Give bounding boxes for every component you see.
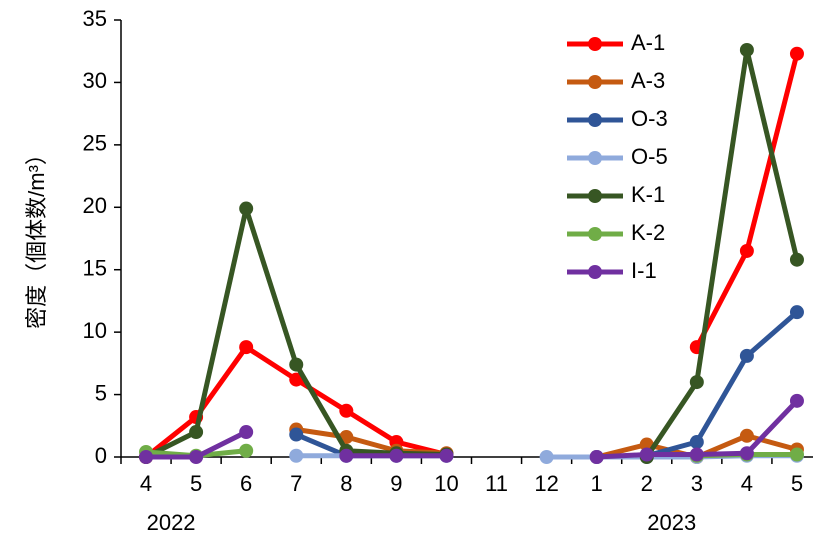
data-point: [739, 348, 754, 363]
data-point: [339, 448, 354, 463]
x-tick-label: 9: [390, 471, 402, 496]
data-point: [639, 447, 654, 462]
legend-item: A-1: [567, 30, 665, 55]
data-point: [239, 425, 254, 440]
data-point: [289, 357, 304, 372]
legend-item: O-5: [567, 144, 668, 169]
legend-swatch-marker: [588, 113, 602, 127]
x-tick-label: 6: [240, 471, 252, 496]
x-tick-label: 12: [534, 471, 558, 496]
data-point: [789, 393, 804, 408]
data-point: [539, 450, 554, 464]
data-point: [689, 435, 704, 450]
series-A-1: [139, 46, 804, 464]
y-tick-label: 35: [83, 6, 107, 31]
data-point: [689, 375, 704, 390]
data-point: [789, 46, 804, 61]
x-tick-label: 2: [641, 471, 653, 496]
legend-swatch-marker: [588, 37, 602, 51]
data-point: [239, 443, 254, 458]
legend-swatch-marker: [588, 75, 602, 89]
data-point: [789, 252, 804, 267]
legend-label: I-1: [631, 258, 657, 283]
data-point: [289, 448, 304, 463]
x-tick-label: 5: [791, 471, 803, 496]
y-tick-label: 10: [83, 318, 107, 343]
legend-item: I-1: [567, 258, 657, 283]
legend-label: A-1: [631, 30, 665, 55]
data-point: [739, 42, 754, 57]
legend-label: O-3: [631, 106, 668, 131]
legend-swatch-marker: [588, 265, 602, 279]
data-point: [739, 428, 754, 443]
x-tick-label: 1: [591, 471, 603, 496]
data-point: [239, 201, 254, 216]
x-tick-label: 8: [340, 471, 352, 496]
x-tick-label: 3: [691, 471, 703, 496]
data-point: [739, 243, 754, 258]
data-point: [389, 448, 404, 463]
y-tick-label: 0: [95, 443, 107, 468]
series-I-1: [139, 393, 804, 464]
legend-label: K-2: [631, 220, 665, 245]
data-point: [439, 448, 454, 463]
y-tick-label: 30: [83, 68, 107, 93]
legend-swatch-marker: [588, 189, 602, 203]
data-point: [739, 446, 754, 461]
data-point: [589, 450, 604, 464]
y-axis-label: 密度（個体数/m³）: [24, 143, 49, 329]
series-line: [644, 47, 800, 460]
x-tick-label: 4: [741, 471, 753, 496]
data-point: [789, 305, 804, 320]
x-tick-label: 5: [190, 471, 202, 496]
x-tick-label: 4: [140, 471, 152, 496]
series-layer: [139, 42, 804, 464]
data-point: [189, 450, 204, 464]
legend-swatch-marker: [588, 227, 602, 241]
y-tick-label: 20: [83, 193, 107, 218]
legend-swatch-marker: [588, 151, 602, 165]
legend: A-1 A-3 O-3 O-5 K-1 K-2 I-1: [567, 30, 668, 283]
legend-item: K-2: [567, 220, 665, 245]
data-point: [239, 340, 254, 355]
y-tick-label: 25: [83, 131, 107, 156]
x-year-label: 2023: [647, 510, 696, 535]
data-point: [289, 372, 304, 387]
data-point: [689, 447, 704, 462]
series-K-1: [139, 42, 804, 464]
data-point: [289, 427, 304, 442]
data-point: [139, 450, 154, 464]
x-tick-label: 10: [434, 471, 458, 496]
y-tick-label: 15: [83, 256, 107, 281]
x-year-label: 2022: [147, 510, 196, 535]
legend-item: K-1: [567, 182, 665, 207]
x-tick-label: 7: [290, 471, 302, 496]
legend-item: A-3: [567, 68, 665, 93]
data-point: [789, 447, 804, 462]
legend-label: O-5: [631, 144, 668, 169]
y-tick-label: 5: [95, 380, 107, 405]
legend-label: A-3: [631, 68, 665, 93]
legend-item: O-3: [567, 106, 668, 131]
legend-label: K-1: [631, 182, 665, 207]
x-tick-label: 11: [485, 471, 508, 496]
data-point: [189, 425, 204, 440]
data-point: [339, 403, 354, 418]
